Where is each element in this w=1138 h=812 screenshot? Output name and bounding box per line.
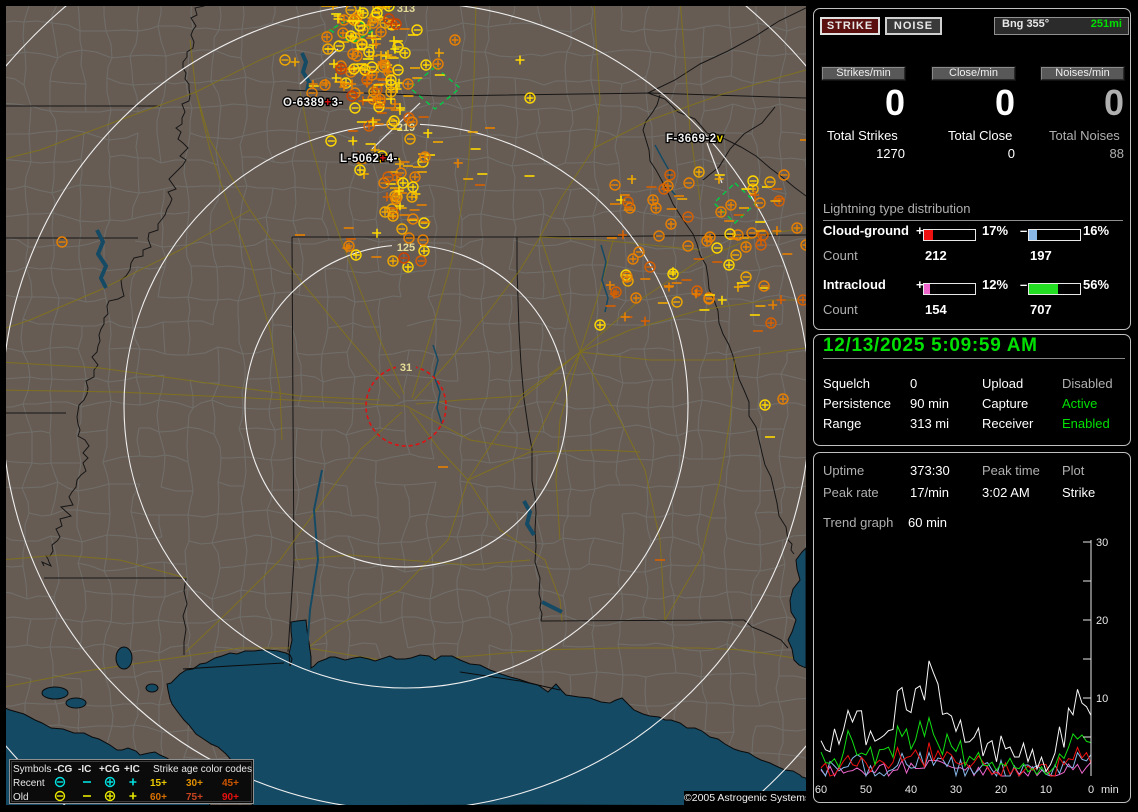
svg-text:313: 313 <box>397 3 415 15</box>
svg-text:60+: 60+ <box>150 792 167 803</box>
svg-text:+IC: +IC <box>124 764 140 775</box>
svg-text:Recent: Recent <box>13 778 45 789</box>
svg-text:75+: 75+ <box>186 792 203 803</box>
svg-text:0: 0 <box>1088 784 1094 796</box>
svg-text:45+: 45+ <box>222 778 239 789</box>
svg-text:30+: 30+ <box>186 778 203 789</box>
svg-text:30: 30 <box>950 784 962 796</box>
svg-text:-IC: -IC <box>78 764 91 775</box>
svg-text:F-3669-2v: F-3669-2v <box>666 133 724 145</box>
svg-text:10: 10 <box>1096 693 1108 705</box>
svg-text:min: min <box>1101 784 1119 796</box>
svg-text:-CG: -CG <box>54 764 73 775</box>
svg-text:50: 50 <box>860 784 872 796</box>
svg-text:10: 10 <box>1040 784 1052 796</box>
svg-text:60: 60 <box>815 784 827 796</box>
svg-text:31: 31 <box>400 362 412 374</box>
svg-text:Symbols: Symbols <box>13 764 51 775</box>
svg-text:+CG: +CG <box>99 764 120 775</box>
svg-text:Strike age color codes: Strike age color codes <box>153 764 252 775</box>
svg-text:20: 20 <box>995 784 1007 796</box>
svg-text:40: 40 <box>905 784 917 796</box>
svg-text:©2005 Astrogenic Systems: ©2005 Astrogenic Systems <box>684 792 806 804</box>
svg-text:O-6389+3-: O-6389+3- <box>283 97 343 109</box>
svg-text:90+: 90+ <box>222 792 239 803</box>
svg-text:125: 125 <box>397 242 415 254</box>
svg-text:219: 219 <box>397 122 415 134</box>
svg-text:30: 30 <box>1096 537 1108 549</box>
svg-text:15+: 15+ <box>150 778 167 789</box>
svg-text:20: 20 <box>1096 615 1108 627</box>
svg-text:Old: Old <box>13 792 29 803</box>
svg-text:L-5062+4-: L-5062+4- <box>340 153 398 165</box>
